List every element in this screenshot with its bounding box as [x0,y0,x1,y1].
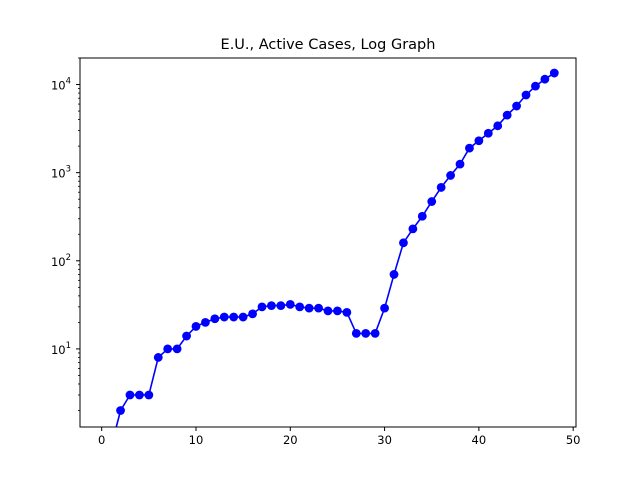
data-point [276,301,286,311]
data-point [512,101,521,111]
data-point [361,328,371,338]
y-tick-label: 101 [51,341,71,357]
data-point [502,110,512,120]
data-point [389,270,399,279]
data-point [531,81,540,91]
data-point [521,90,531,100]
data-point [135,390,144,400]
data-point [219,312,229,322]
data-point [191,322,201,331]
y-tick-label: 104 [51,77,71,93]
data-point [427,197,437,206]
data-point [323,306,333,316]
data-point [153,353,163,362]
x-tick-label: 30 [377,433,392,447]
data-point [436,183,446,192]
data-point [116,406,125,415]
data-point [342,307,352,317]
data-point [248,309,257,319]
data-point [540,74,550,84]
x-tick-label: 20 [283,433,298,447]
data-point [408,224,418,234]
data-point [125,390,135,400]
data-point [210,314,220,324]
x-tick-label: 40 [472,433,487,447]
data-point [229,312,239,322]
x-tick-label: 50 [566,433,581,447]
plot-frame [79,57,577,428]
data-point [474,136,484,146]
x-tick-label: 10 [189,433,204,447]
data-point [455,159,465,169]
data-point [257,302,267,312]
data-point [483,128,493,138]
x-tick-label: 0 [98,433,105,447]
data-point [370,328,380,338]
data-point [172,344,182,354]
data-point [417,211,427,221]
y-tick-label: 102 [51,253,71,269]
data-point [549,68,559,78]
data-point [201,317,210,327]
data-point [285,300,295,309]
chart-title: E.U., Active Cases, Log Graph [221,37,436,53]
data-point [399,238,408,248]
data-point [465,143,474,153]
data-point [333,306,342,316]
data-point [295,302,305,312]
y-tick-label: 103 [51,165,71,181]
data-point [182,331,191,341]
data-point [163,344,173,354]
data-point [380,303,389,313]
data-point [238,312,248,322]
data-point [351,328,361,338]
data-point [144,390,154,400]
data-point [493,121,503,131]
data-point [304,303,314,313]
data-point [267,301,276,311]
data-point [314,303,323,313]
data-point [446,171,455,180]
